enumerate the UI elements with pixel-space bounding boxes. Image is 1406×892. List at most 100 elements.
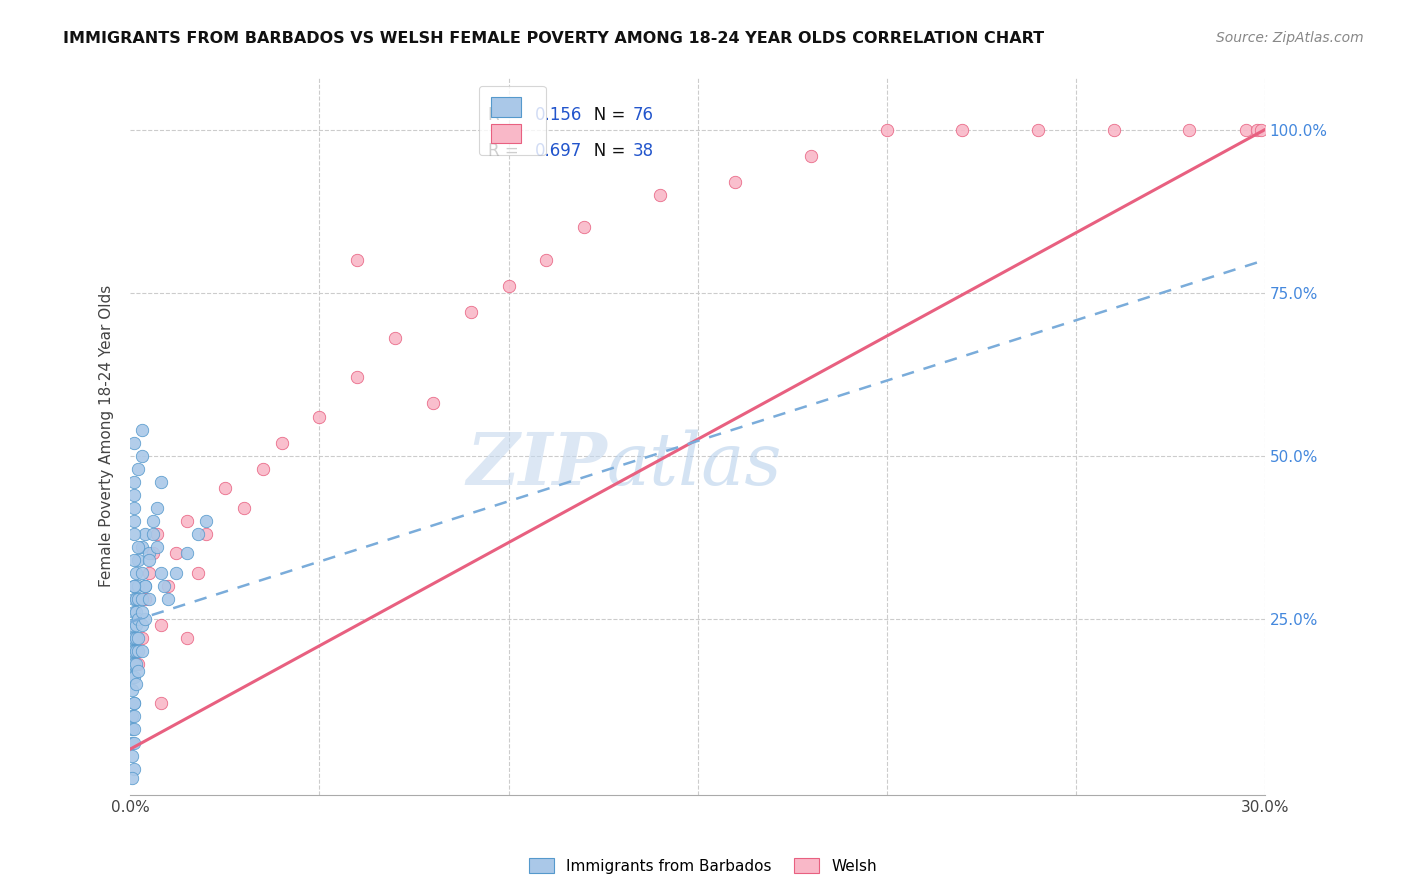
Point [122, 709, 145, 723]
Point [131, 631, 153, 645]
Point [308, 409, 330, 424]
Point [142, 514, 165, 528]
Point [121, 683, 143, 698]
Point [125, 605, 148, 619]
Point [131, 605, 153, 619]
Point [134, 579, 156, 593]
Point [127, 612, 149, 626]
Point [384, 331, 406, 345]
Point [122, 762, 145, 776]
Point [138, 592, 160, 607]
Point [187, 566, 209, 580]
Point [127, 461, 149, 475]
Point [1234, 122, 1257, 136]
Point [138, 546, 160, 560]
Point [146, 500, 169, 515]
Point [121, 723, 143, 737]
Point [134, 592, 156, 607]
Point [122, 592, 145, 607]
Point [1246, 122, 1268, 136]
Point [122, 527, 145, 541]
Point [876, 122, 898, 136]
Point [1026, 122, 1049, 136]
Point [122, 697, 145, 711]
Point [122, 631, 145, 645]
Text: atlas: atlas [607, 429, 782, 500]
Point [127, 657, 149, 672]
Point [1178, 122, 1201, 136]
Point [800, 149, 823, 163]
Text: Source: ZipAtlas.com: Source: ZipAtlas.com [1216, 31, 1364, 45]
Text: ZIP: ZIP [465, 429, 607, 500]
Point [138, 553, 160, 567]
Text: R =: R = [488, 142, 523, 160]
Point [1250, 122, 1272, 136]
Point [134, 579, 156, 593]
Point [187, 527, 209, 541]
Point [121, 670, 143, 684]
Point [122, 697, 145, 711]
Text: 0.697: 0.697 [536, 142, 582, 160]
Point [122, 475, 145, 489]
Point [127, 631, 149, 645]
Point [572, 220, 595, 235]
Text: 76: 76 [633, 106, 654, 124]
Point [950, 122, 973, 136]
Point [122, 670, 145, 684]
Point [270, 435, 292, 450]
Point [122, 500, 145, 515]
Point [131, 618, 153, 632]
Point [122, 579, 145, 593]
Point [149, 475, 172, 489]
Point [127, 592, 149, 607]
Point [498, 279, 520, 293]
Point [176, 514, 198, 528]
Point [138, 566, 160, 580]
Text: 0.156: 0.156 [536, 106, 582, 124]
Point [125, 644, 148, 658]
Text: N =: N = [578, 142, 631, 160]
Legend: Immigrants from Barbados, Welsh: Immigrants from Barbados, Welsh [523, 852, 883, 880]
Text: 38: 38 [633, 142, 654, 160]
Point [127, 579, 149, 593]
Point [724, 175, 747, 189]
Point [127, 644, 149, 658]
Point [131, 566, 153, 580]
Point [125, 618, 148, 632]
Point [122, 735, 145, 749]
Point [122, 435, 145, 450]
Point [232, 500, 254, 515]
Point [122, 488, 145, 502]
Point [122, 644, 145, 658]
Point [125, 631, 148, 645]
Point [122, 723, 145, 737]
Point [157, 592, 180, 607]
Point [1102, 122, 1125, 136]
Point [127, 540, 149, 554]
Point [122, 657, 145, 672]
Point [142, 546, 165, 560]
Point [157, 579, 180, 593]
Point [121, 772, 143, 786]
Point [146, 527, 169, 541]
Point [134, 527, 156, 541]
Point [127, 664, 149, 678]
Point [125, 657, 148, 672]
Point [131, 449, 153, 463]
Point [214, 481, 236, 495]
Point [121, 631, 143, 645]
Point [176, 546, 198, 560]
Point [127, 553, 149, 567]
Point [122, 553, 145, 567]
Point [122, 579, 145, 593]
Point [165, 546, 187, 560]
Point [125, 566, 148, 580]
Point [346, 252, 368, 267]
Point [142, 527, 165, 541]
Point [194, 514, 217, 528]
Text: R =: R = [488, 106, 523, 124]
Legend: , : , [479, 86, 546, 155]
Point [194, 527, 217, 541]
Point [346, 370, 368, 384]
Point [134, 612, 156, 626]
